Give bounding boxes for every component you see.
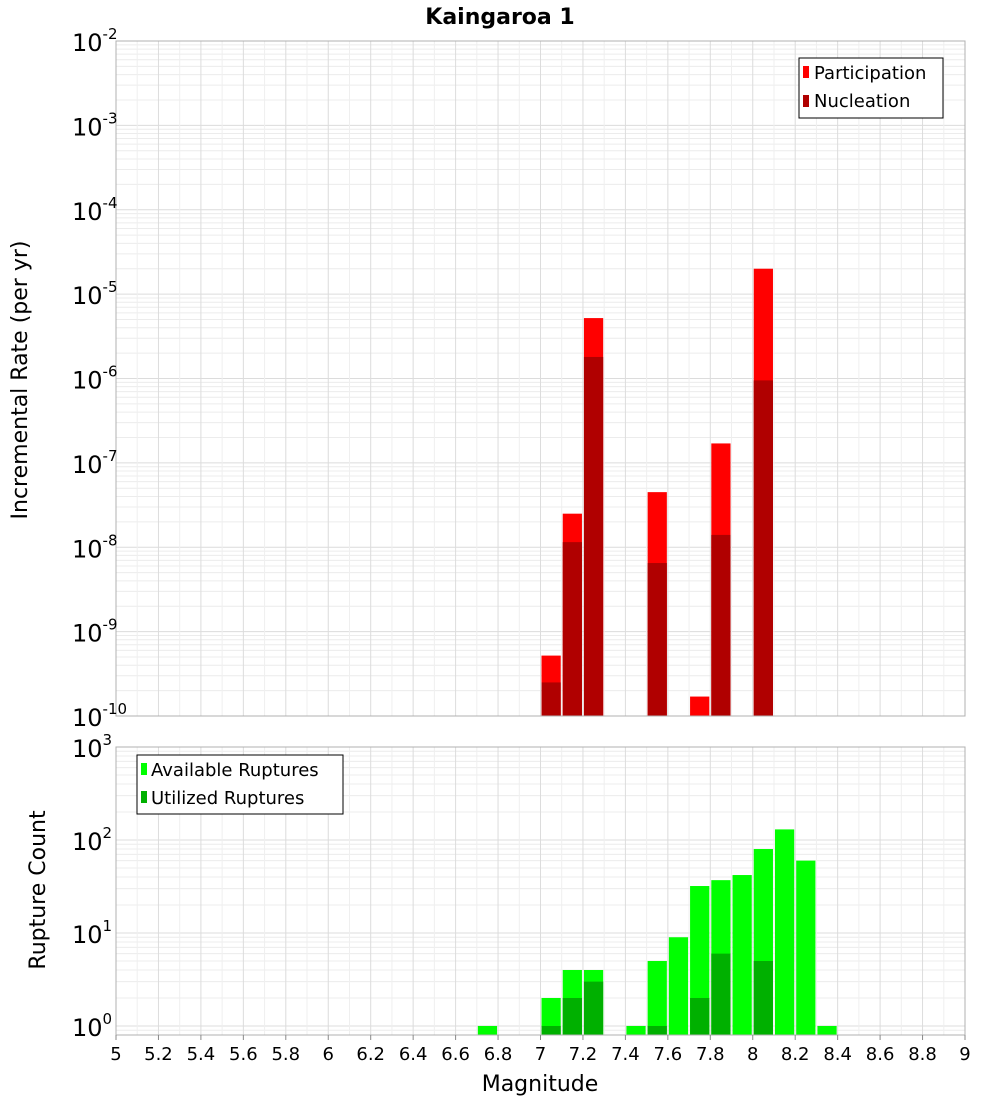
top-bar-secondary (541, 682, 561, 716)
top-y-tick-label: 10-3 (72, 109, 118, 141)
top-bar-secondary (562, 542, 582, 716)
top-y-tick-label: 10-10 (72, 700, 127, 732)
bottom-bar-secondary (753, 960, 773, 1035)
x-tick-label: 8.6 (866, 1044, 895, 1065)
x-tick-label: 8.4 (823, 1044, 852, 1065)
x-tick-label: 5.6 (229, 1044, 258, 1065)
legend-available-swatch (141, 763, 147, 775)
chart-title: Kaingaroa 1 (425, 5, 574, 30)
bottom-bar-primary (647, 960, 667, 1035)
bottom-y-tick-label: 103 (72, 731, 112, 763)
legend-utilized-label: Utilized Ruptures (151, 788, 304, 809)
top-grid (115, 41, 966, 717)
top-bar-primary (690, 696, 710, 716)
bottom-y-tick-label: 100 (72, 1010, 112, 1042)
bottom-bar-secondary (541, 1025, 561, 1035)
x-tick-label: 7.8 (696, 1044, 725, 1065)
x-tick-label: 8 (747, 1044, 758, 1065)
x-axis-label: Magnitude (482, 1072, 599, 1097)
x-tick-label: 9 (959, 1044, 970, 1065)
top-y-tick-label: 10-5 (72, 278, 118, 310)
x-tick-label: 7 (535, 1044, 546, 1065)
top-y-tick-label: 10-9 (72, 616, 118, 648)
x-tick-label: 7.6 (654, 1044, 683, 1065)
top-bar-secondary (583, 356, 604, 716)
bottom-bar-primary (626, 1025, 646, 1035)
x-tick-label: 7.4 (611, 1044, 640, 1065)
top-y-tick-label: 10-7 (72, 447, 118, 479)
top-bar-secondary (647, 563, 667, 716)
top-y-tick-label: 10-6 (72, 363, 118, 395)
x-tick-label: 5.4 (187, 1044, 216, 1065)
x-tick-label: 7.2 (569, 1044, 598, 1065)
top-y-tick-label: 10-4 (72, 194, 118, 226)
bottom-bar-secondary (562, 997, 582, 1035)
top-bars (541, 268, 773, 716)
bottom-bar-primary (774, 829, 795, 1035)
bottom-bar-primary (477, 1025, 498, 1035)
rate-plot: 10-10 10-9 10-8 10-7 10-6 10-5 10-4 10-3 10-2 (72, 25, 966, 732)
x-tick-label: 6 (323, 1044, 334, 1065)
x-tick-label: 5 (110, 1044, 121, 1065)
top-bar-secondary (711, 534, 731, 716)
x-tick-label: 6.8 (484, 1044, 513, 1065)
bottom-bar-secondary (711, 953, 731, 1035)
x-tick-label: 6.2 (356, 1044, 385, 1065)
bottom-y-ticks: 100 101 102 103 (72, 731, 112, 1042)
bottom-y-tick-label: 101 (72, 917, 112, 949)
bottom-bar-primary (817, 1025, 837, 1035)
bottom-bar-primary (668, 937, 689, 1035)
x-tick-label: 6.4 (399, 1044, 428, 1065)
bottom-legend-box (136, 754, 344, 815)
top-y-ticks: 10-10 10-9 10-8 10-7 10-6 10-5 10-4 10-3 10-2 (72, 25, 127, 732)
legend-participation-label: Participation (814, 63, 926, 84)
bottom-bar-primary (732, 875, 752, 1035)
bottom-bar-secondary (647, 1025, 667, 1035)
top-y-tick-label: 10-2 (72, 25, 118, 57)
top-legend: Participation Nucleation (798, 57, 944, 119)
legend-participation-swatch (803, 66, 809, 78)
legend-available-label: Available Ruptures (151, 760, 319, 781)
legend-nucleation-label: Nucleation (814, 91, 910, 112)
top-legend-box (798, 57, 944, 119)
top-y-axis-label: Incremental Rate (per yr) (8, 241, 33, 520)
bottom-bar-primary (690, 886, 710, 1035)
top-plot-frame (115, 40, 966, 717)
legend-utilized-swatch (141, 791, 147, 803)
legend-nucleation-swatch (803, 95, 809, 107)
x-tick-label: 6.6 (441, 1044, 470, 1065)
bottom-y-axis-label: Rupture Count (26, 810, 51, 970)
bottom-bar-secondary (690, 997, 710, 1035)
bottom-bar-primary (796, 860, 816, 1035)
bottom-legend: Available Ruptures Utilized Ruptures (136, 754, 344, 815)
x-axis-ticks: 5 5.2 5.4 5.6 5.8 6 6.2 6.4 6.6 6.8 7 7.2 7.4 7.6 7.8 8… (110, 1035, 971, 1065)
bottom-bar-secondary (583, 981, 604, 1035)
x-tick-label: 8.2 (781, 1044, 810, 1065)
top-y-tick-label: 10-8 (72, 531, 118, 563)
bottom-y-tick-label: 102 (72, 824, 112, 856)
bottom-bar-primary (541, 997, 561, 1035)
bottom-bars (477, 829, 837, 1035)
top-bar-secondary (753, 380, 773, 716)
x-tick-label: 5.2 (144, 1044, 173, 1065)
x-tick-label: 5.8 (271, 1044, 300, 1065)
x-tick-label: 8.8 (908, 1044, 937, 1065)
